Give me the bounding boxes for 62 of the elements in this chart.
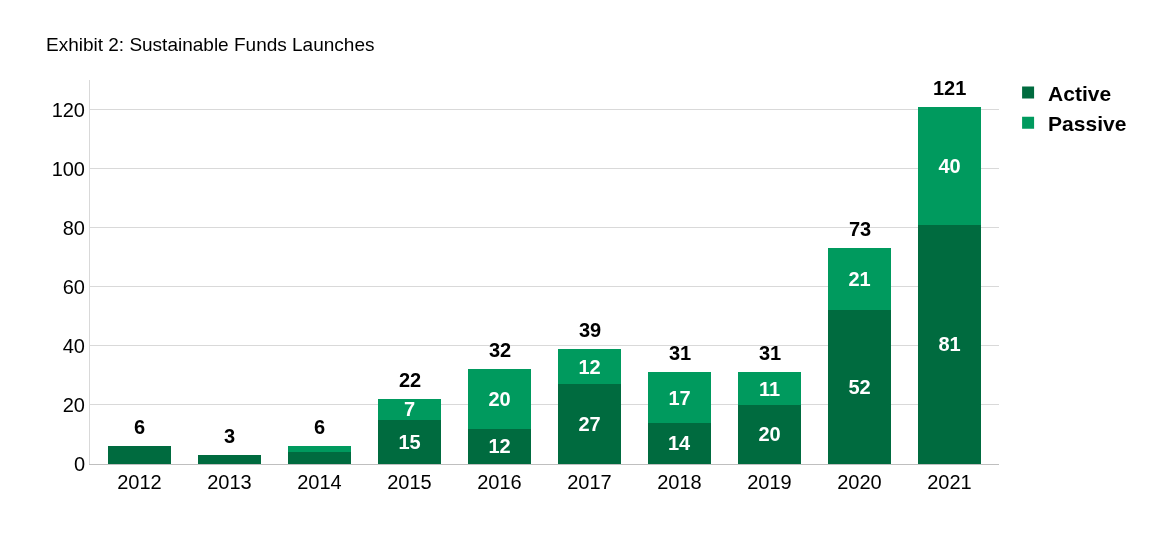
data-label: 21 [848, 268, 871, 291]
bar [828, 310, 891, 464]
data-label: 15 [398, 430, 421, 453]
total-label: 3 [224, 425, 236, 447]
x-tick-label: 2012 [117, 471, 162, 493]
bar [918, 106, 981, 225]
bar [738, 372, 801, 405]
bar [558, 384, 621, 464]
total-label: 39 [579, 319, 602, 341]
legend-label: Active [1048, 81, 1112, 105]
data-label: 7 [403, 398, 416, 421]
y-tick-label: 20 [62, 393, 85, 416]
data-label: 11 [758, 377, 781, 400]
x-tick-label: 2020 [837, 471, 882, 493]
chart-title: Exhibit 2: Sustainable Funds Launches [45, 33, 375, 55]
total-label: 22 [399, 369, 422, 391]
total-label: 32 [489, 339, 512, 361]
total-label: 121 [933, 77, 967, 99]
bar [468, 428, 531, 464]
bar [288, 446, 351, 453]
total-label: 31 [759, 342, 782, 364]
bar [918, 224, 981, 464]
y-tick-label: 120 [51, 98, 85, 121]
data-label: 40 [938, 154, 961, 177]
bar [108, 446, 171, 464]
data-label: 14 [667, 432, 692, 455]
total-label: 31 [669, 342, 692, 364]
data-label: 17 [668, 386, 691, 409]
total-label: 6 [134, 416, 146, 438]
bar [468, 369, 531, 429]
y-tick-label: 100 [51, 157, 85, 180]
y-tick-label: 60 [62, 275, 85, 298]
y-tick-label: 80 [62, 216, 85, 239]
data-label: 20 [488, 388, 511, 411]
y-tick-label: 0 [73, 453, 85, 475]
x-tick-label: 2017 [567, 471, 612, 493]
bar [828, 248, 891, 311]
bar [648, 372, 711, 423]
bar [288, 452, 351, 464]
x-tick-label: 2015 [387, 471, 432, 493]
bar [558, 348, 621, 385]
bar [378, 399, 441, 420]
data-label: 81 [938, 333, 961, 356]
bar [648, 422, 711, 464]
data-label: 12 [488, 435, 511, 458]
x-tick-label: 2014 [297, 471, 342, 493]
total-label: 6 [314, 416, 326, 438]
data-label: 12 [578, 355, 601, 378]
data-label: 27 [578, 413, 601, 436]
x-tick-label: 2019 [747, 471, 792, 493]
data-label: 52 [848, 376, 871, 399]
bar [198, 455, 261, 464]
data-label: 20 [758, 423, 781, 446]
bar [738, 404, 801, 464]
x-tick-label: 2013 [207, 471, 252, 493]
total-label: 73 [849, 218, 872, 240]
y-tick-label: 40 [62, 334, 85, 357]
x-tick-label: 2018 [657, 471, 702, 493]
x-tick-label: 2016 [477, 471, 522, 493]
legend-label: Passive [1048, 111, 1127, 135]
x-tick-label: 2021 [927, 471, 972, 493]
bar [378, 419, 441, 464]
